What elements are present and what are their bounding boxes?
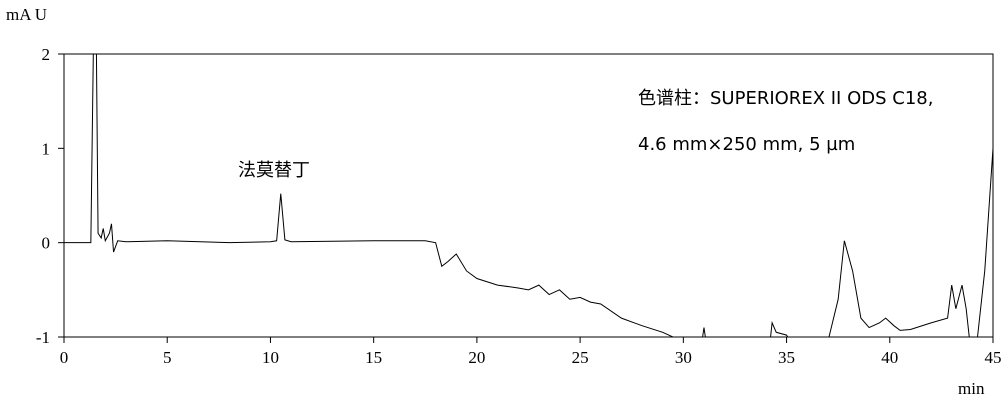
x-tick-label: 15 (365, 348, 382, 367)
y-tick-label: 1 (42, 139, 51, 158)
x-tick-label: 10 (262, 348, 279, 367)
y-tick-label: -1 (36, 328, 50, 347)
annotation: 色谱柱：SUPERIOREX II ODS C18, (638, 88, 933, 109)
x-tick-label: 30 (675, 348, 692, 367)
y-axis-label: mA U (6, 5, 47, 24)
x-tick-label: 5 (163, 348, 172, 367)
x-axis-label: min (958, 379, 985, 398)
y-tick-label: 2 (42, 45, 51, 64)
x-tick-label: 40 (881, 348, 898, 367)
peak-label: 法莫替丁 (238, 160, 310, 181)
plot-frame (63, 53, 994, 338)
x-tick-label: 45 (985, 348, 1001, 367)
x-tick-label: 35 (778, 348, 795, 367)
x-tick-label: 25 (572, 348, 589, 367)
x-tick-label: 0 (60, 348, 69, 367)
annotation: 4.6 mm×250 mm, 5 µm (638, 134, 855, 155)
x-tick-label: 20 (468, 348, 485, 367)
y-tick-label: 0 (42, 234, 51, 253)
chromatogram-line (64, 54, 993, 337)
